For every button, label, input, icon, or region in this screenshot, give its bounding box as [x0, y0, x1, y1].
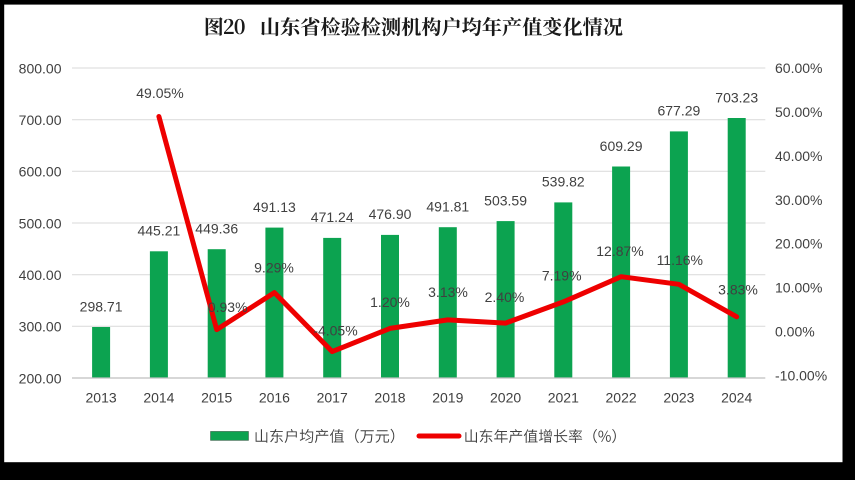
svg-text:2.40%: 2.40% — [485, 289, 525, 305]
svg-text:2024: 2024 — [721, 390, 752, 406]
svg-text:503.59: 503.59 — [484, 192, 527, 208]
svg-text:7.19%: 7.19% — [542, 268, 582, 284]
svg-text:-4.05%: -4.05% — [313, 323, 357, 339]
svg-text:2016: 2016 — [259, 390, 290, 406]
svg-text:-10.00%: -10.00% — [775, 367, 827, 383]
svg-text:445.21: 445.21 — [137, 223, 180, 239]
svg-text:500.00: 500.00 — [19, 215, 62, 231]
svg-text:2017: 2017 — [317, 390, 348, 406]
svg-text:2022: 2022 — [606, 390, 637, 406]
svg-text:609.29: 609.29 — [600, 138, 643, 154]
svg-text:11.16%: 11.16% — [657, 252, 703, 268]
svg-text:3.83%: 3.83% — [718, 282, 758, 298]
svg-text:400.00: 400.00 — [19, 267, 62, 283]
svg-text:20.00%: 20.00% — [775, 236, 822, 252]
svg-text:3.13%: 3.13% — [428, 284, 468, 300]
svg-text:30.00%: 30.00% — [775, 192, 822, 208]
svg-text:2019: 2019 — [432, 390, 463, 406]
svg-text:700.00: 700.00 — [19, 112, 62, 128]
svg-text:2014: 2014 — [143, 390, 174, 406]
svg-text:2013: 2013 — [86, 390, 117, 406]
svg-text:0.93%: 0.93% — [208, 299, 248, 315]
svg-text:476.90: 476.90 — [369, 206, 412, 222]
svg-text:703.23: 703.23 — [715, 89, 758, 105]
svg-text:10.00%: 10.00% — [775, 280, 822, 296]
svg-text:1.20%: 1.20% — [370, 294, 410, 310]
svg-text:40.00%: 40.00% — [775, 148, 822, 164]
svg-text:600.00: 600.00 — [19, 164, 62, 180]
svg-text:49.05%: 49.05% — [136, 85, 183, 101]
svg-text:50.00%: 50.00% — [775, 104, 822, 120]
svg-text:2021: 2021 — [548, 390, 579, 406]
svg-text:2018: 2018 — [374, 390, 405, 406]
svg-text:0.00%: 0.00% — [775, 323, 815, 339]
svg-text:300.00: 300.00 — [19, 319, 62, 335]
svg-text:12.87%: 12.87% — [596, 243, 643, 259]
svg-text:2023: 2023 — [663, 390, 694, 406]
svg-text:298.71: 298.71 — [80, 298, 123, 314]
svg-text:449.36: 449.36 — [195, 221, 238, 237]
svg-text:60.00%: 60.00% — [775, 60, 822, 76]
svg-text:800.00: 800.00 — [19, 60, 62, 76]
svg-text:2020: 2020 — [490, 390, 521, 406]
svg-text:539.82: 539.82 — [542, 174, 585, 190]
svg-text:2015: 2015 — [201, 390, 232, 406]
svg-text:471.24: 471.24 — [311, 209, 354, 225]
svg-text:677.29: 677.29 — [657, 103, 700, 119]
svg-text:491.13: 491.13 — [253, 199, 296, 215]
svg-text:9.29%: 9.29% — [254, 259, 294, 275]
svg-text:491.81: 491.81 — [426, 199, 469, 215]
svg-text:200.00: 200.00 — [19, 370, 62, 386]
